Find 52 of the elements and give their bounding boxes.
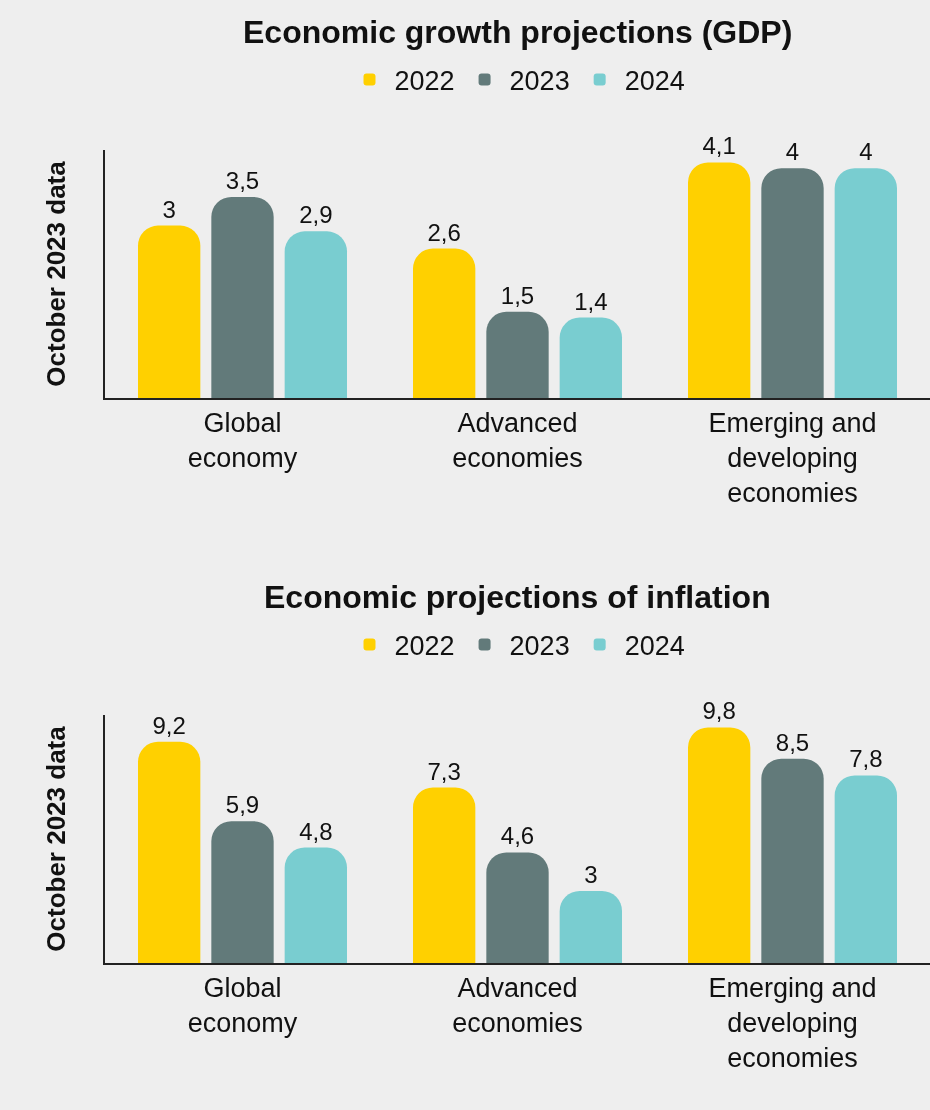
data-label: 4,1 <box>702 132 736 160</box>
data-label: 9,8 <box>702 697 736 725</box>
data-label: 8,5 <box>775 728 810 756</box>
bar <box>559 890 622 963</box>
data-label: 9,2 <box>152 711 186 739</box>
data-label: 2,6 <box>427 218 461 246</box>
data-label: 1,4 <box>574 287 608 315</box>
bar <box>834 775 897 963</box>
bar <box>211 821 274 963</box>
data-label: 7,8 <box>849 745 883 773</box>
x-tick-label: Emerging and developing economies <box>708 408 877 509</box>
bar <box>761 168 824 398</box>
legend-label: 2022 <box>394 631 455 662</box>
data-label: 4 <box>859 138 873 166</box>
y-axis-title: October 2023 data <box>41 725 72 952</box>
chart-title: Economic projections of inflation <box>264 579 771 615</box>
data-label: 2,9 <box>299 201 333 229</box>
bar <box>284 847 347 963</box>
bar <box>413 248 476 398</box>
legend-label: 2024 <box>624 66 685 97</box>
x-tick-label: Advanced economies <box>452 408 583 474</box>
x-tick-label: Emerging and developing economies <box>708 973 877 1074</box>
bar <box>138 225 201 398</box>
y-axis-title: October 2023 data <box>41 160 72 387</box>
data-label: 7,3 <box>427 757 461 785</box>
legend-label: 2024 <box>624 631 685 662</box>
bar <box>413 787 476 963</box>
bar <box>284 231 347 398</box>
bar <box>559 317 622 398</box>
data-label: 3 <box>584 860 598 888</box>
bar <box>761 758 824 963</box>
bar <box>138 741 201 963</box>
bar <box>834 168 897 398</box>
x-tick-label: Global economy <box>187 973 298 1039</box>
data-label: 4,8 <box>299 817 333 845</box>
data-label: 4 <box>785 138 800 166</box>
bar <box>486 311 549 398</box>
data-label: 4,6 <box>500 822 535 850</box>
x-tick-label: Advanced economies <box>452 973 583 1039</box>
x-tick-label: Global economy <box>187 408 298 474</box>
data-label: 3,5 <box>225 166 260 194</box>
legend-label: 2023 <box>509 631 570 662</box>
bar <box>211 196 274 398</box>
data-label: 5,9 <box>225 791 260 819</box>
data-label: 3 <box>162 195 176 223</box>
bar <box>486 852 549 963</box>
data-label: 1,5 <box>500 281 535 309</box>
chart-title: Economic growth projections (GDP) <box>243 14 793 50</box>
bar <box>688 727 751 963</box>
legend-label: 2022 <box>394 66 455 97</box>
bar <box>688 162 751 398</box>
legend-label: 2023 <box>509 66 570 97</box>
